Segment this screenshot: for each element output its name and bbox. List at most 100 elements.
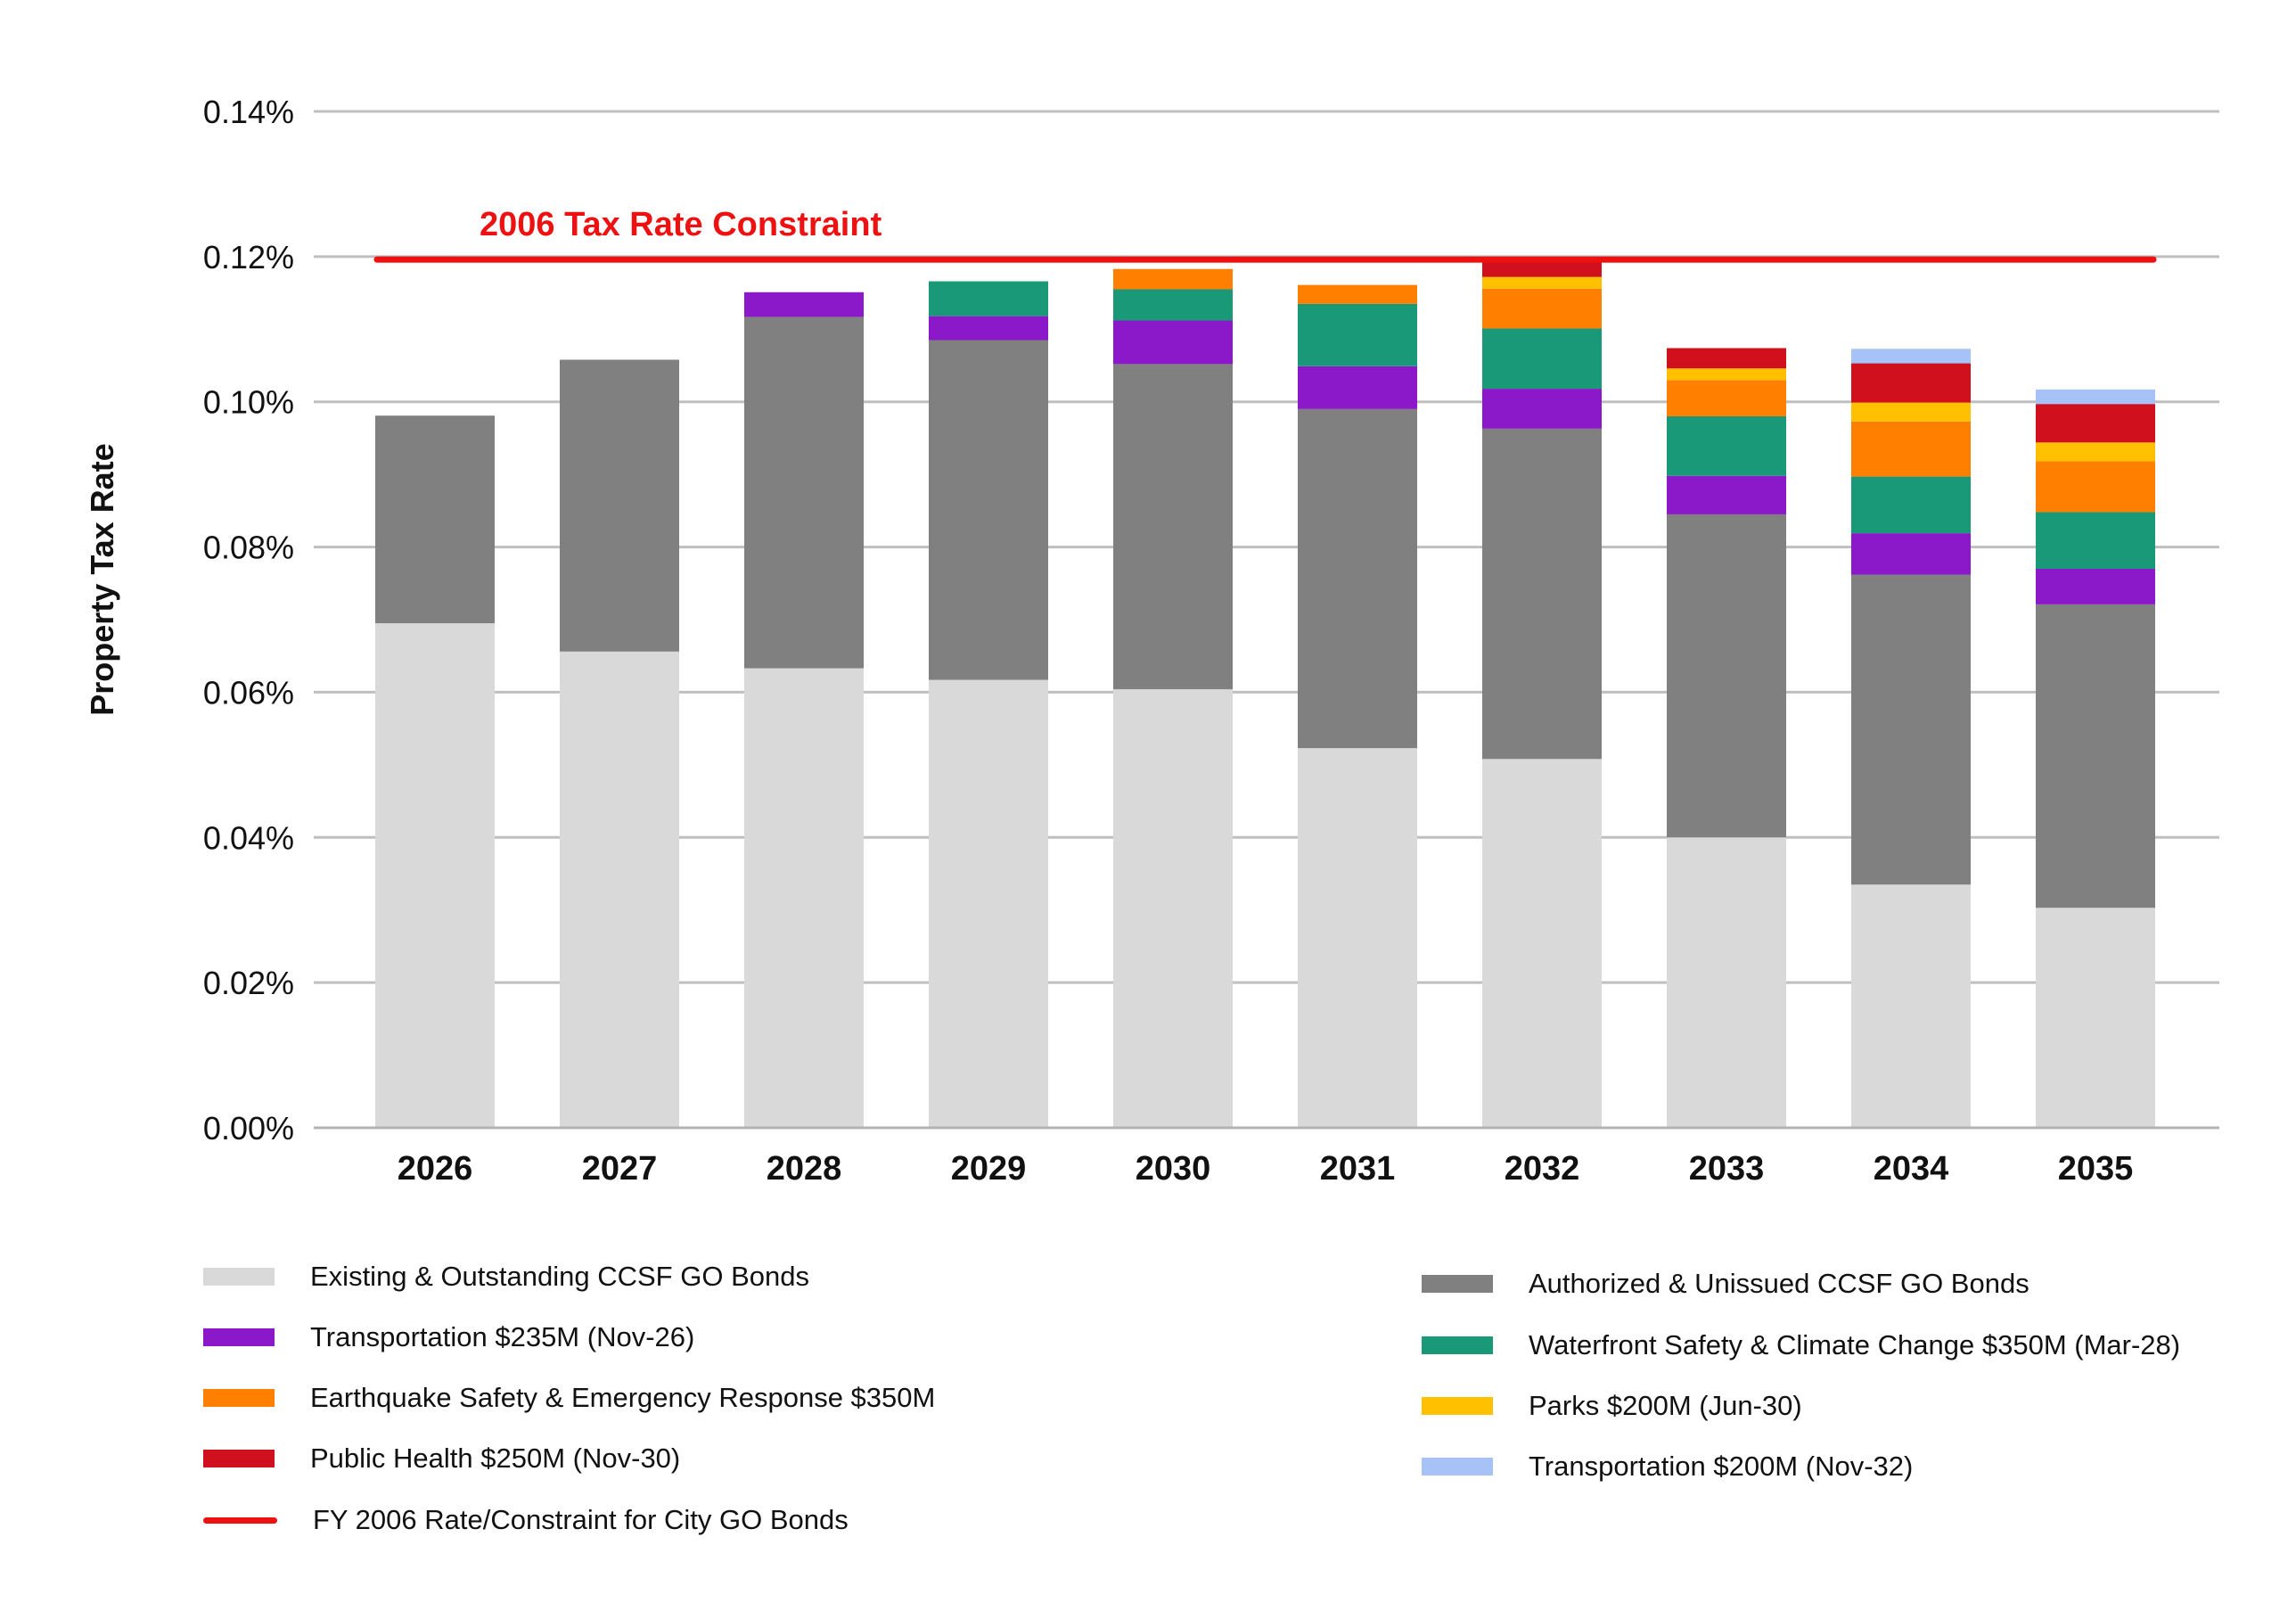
bar-segment	[1298, 366, 1417, 409]
bar-segment	[2036, 512, 2155, 569]
bar-segment	[560, 651, 679, 1128]
x-tick-label: 2035	[2058, 1150, 2134, 1188]
bar-segment	[1113, 289, 1233, 321]
bar-segment	[2036, 569, 2155, 604]
bar-segment	[929, 340, 1048, 680]
constraint-line-group: 2006 Tax Rate Constraint	[373, 206, 2157, 263]
legend-label: Transportation $200M (Nov-32)	[1529, 1451, 1914, 1482]
legend-swatch	[1422, 1275, 1493, 1293]
y-tick-label: 0.12%	[203, 239, 294, 275]
legend-swatch	[203, 1328, 275, 1346]
y-tick-label: 0.06%	[203, 674, 294, 711]
bar-segment	[1482, 759, 1602, 1128]
bar-segment	[1667, 348, 1786, 369]
bar-segment	[1298, 408, 1417, 749]
bar-segment	[929, 281, 1048, 316]
x-tick-label: 2027	[582, 1150, 658, 1188]
legend-swatch	[203, 1450, 275, 1467]
bar-segment	[929, 679, 1048, 1128]
legend-label: Earthquake Safety & Emergency Response $…	[310, 1382, 936, 1413]
legend-label: Transportation $235M (Nov-26)	[310, 1321, 695, 1352]
x-tick-label: 2031	[1320, 1150, 1396, 1188]
x-tick-label: 2030	[1136, 1150, 1211, 1188]
bar-segment	[1851, 402, 1971, 422]
bar-segment	[1851, 421, 1971, 477]
legend-item: Earthquake Safety & Emergency Response $…	[203, 1376, 935, 1420]
legend-label: Parks $200M (Jun-30)	[1529, 1390, 1802, 1421]
legend-label: Public Health $250M (Nov-30)	[310, 1443, 681, 1474]
legend-item: Authorized & Unissued CCSF GO Bonds	[1422, 1262, 2030, 1306]
bar-segment	[1482, 389, 1602, 429]
bar-segment	[1851, 533, 1971, 575]
legend-swatch	[1422, 1458, 1493, 1475]
bar-segment	[1298, 748, 1417, 1128]
legend-item: Existing & Outstanding CCSF GO Bonds	[203, 1254, 809, 1299]
bar-segment	[1667, 368, 1786, 381]
y-tick-label: 0.04%	[203, 819, 294, 856]
legend-item: Transportation $235M (Nov-26)	[203, 1315, 694, 1360]
bar-segment	[1113, 320, 1233, 365]
bar-segment	[929, 316, 1048, 341]
x-tick-label: 2034	[1874, 1150, 1949, 1188]
bar-segment	[1851, 349, 1971, 364]
bar-segment	[375, 623, 495, 1128]
bar-segment	[1851, 476, 1971, 534]
legend-item: Transportation $200M (Nov-32)	[1422, 1444, 1913, 1489]
bar-segment	[1482, 288, 1602, 329]
legend-label: Existing & Outstanding CCSF GO Bonds	[310, 1261, 809, 1292]
bar-segment	[744, 292, 864, 317]
legend-item: FY 2006 Rate/Constraint for City GO Bond…	[203, 1498, 849, 1542]
bar-segment	[1113, 689, 1233, 1128]
bar-segment	[1113, 364, 1233, 690]
bar-segment	[2036, 461, 2155, 513]
legend-swatch	[203, 1389, 275, 1407]
x-tick-label: 2029	[951, 1150, 1027, 1188]
legend-label: FY 2006 Rate/Constraint for City GO Bond…	[313, 1504, 849, 1535]
bar-segment	[1298, 303, 1417, 366]
y-tick-label: 0.14%	[203, 94, 294, 130]
legend-label: Waterfront Safety & Climate Change $350M…	[1529, 1329, 2181, 1360]
legend-item: Waterfront Safety & Climate Change $350M…	[1422, 1323, 2180, 1368]
bar-segment	[1482, 259, 1602, 277]
legend-item: Public Health $250M (Nov-30)	[203, 1436, 680, 1481]
bar-segment	[744, 668, 864, 1128]
bar-segment	[1482, 276, 1602, 289]
y-tick-label: 0.02%	[203, 965, 294, 1001]
bar-segment	[2036, 442, 2155, 462]
legend-item: Parks $200M (Jun-30)	[1422, 1384, 1802, 1428]
bar-segment	[2036, 604, 2155, 908]
y-tick-label: 0.10%	[203, 384, 294, 421]
legend-swatch	[203, 1268, 275, 1286]
legend-swatch	[1422, 1336, 1493, 1354]
bar-segment	[2036, 908, 2155, 1128]
bar-segment	[1667, 380, 1786, 416]
bar-segment	[1482, 328, 1602, 390]
bar-segment	[1851, 363, 1971, 403]
bar-segment	[375, 415, 495, 624]
bar-segment	[744, 316, 864, 669]
x-tick-label: 2026	[398, 1150, 473, 1188]
bar-segment	[1667, 475, 1786, 514]
x-tick-label: 2032	[1505, 1150, 1580, 1188]
bars: 2026 2027 2028 2029 2030 2031 2032 2033 2034 2035	[375, 259, 2155, 1188]
bar-segment	[1851, 574, 1971, 885]
bar-segment	[2036, 389, 2155, 405]
y-tick-label: 0.08%	[203, 530, 294, 566]
y-tick-label: 0.00%	[203, 1110, 294, 1147]
bar-segment	[1298, 284, 1417, 304]
bar-segment	[560, 359, 679, 652]
bar-segment	[1667, 837, 1786, 1128]
bar-segment	[1851, 884, 1971, 1128]
y-axis-title: Property Tax Rate	[84, 443, 120, 715]
bar-segment	[2036, 404, 2155, 443]
x-tick-label: 2028	[767, 1150, 842, 1188]
bar-segment	[1113, 268, 1233, 290]
legend-label: Authorized & Unissued CCSF GO Bonds	[1529, 1268, 2030, 1299]
legend-line-swatch	[203, 1516, 277, 1524]
constraint-label: 2006 Tax Rate Constraint	[480, 206, 882, 243]
bar-segment	[1482, 428, 1602, 760]
legend-swatch	[1422, 1397, 1493, 1415]
bar-segment	[1667, 416, 1786, 476]
x-tick-label: 2033	[1689, 1150, 1765, 1188]
